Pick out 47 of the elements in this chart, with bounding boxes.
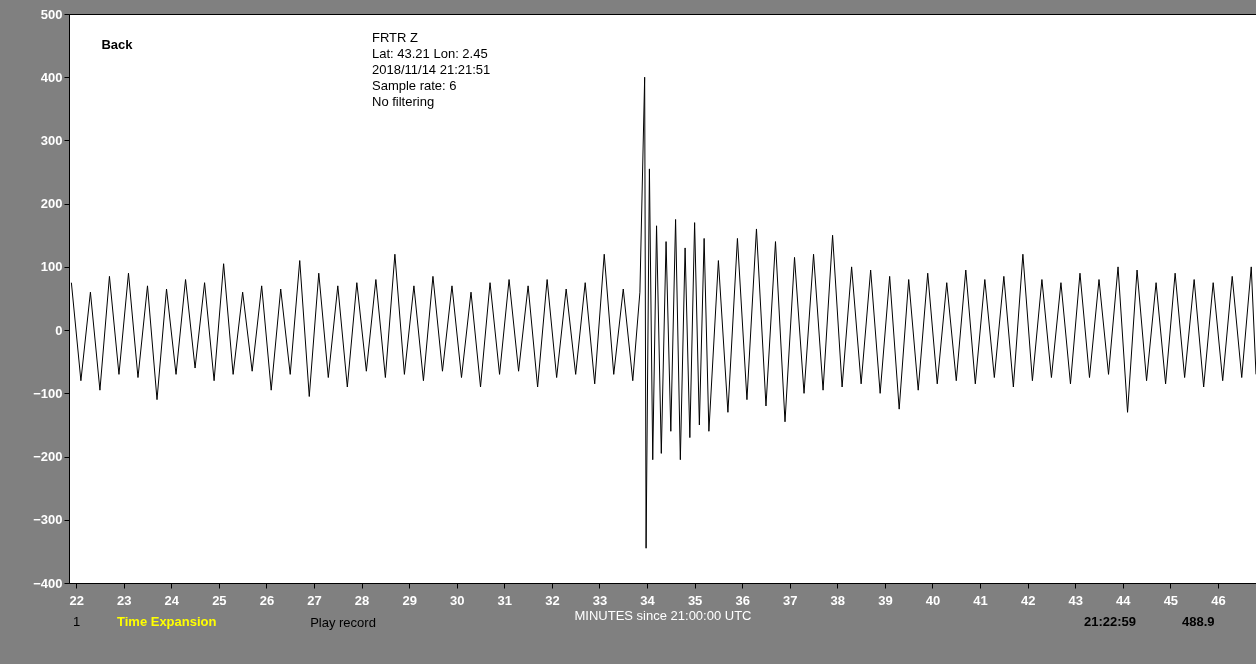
x-tick-label: 24 bbox=[164, 592, 180, 608]
x-tick-label: 45 bbox=[1163, 592, 1179, 608]
x-tick-label: 38 bbox=[830, 592, 846, 608]
x-tick-label: 31 bbox=[497, 592, 513, 608]
y-tick-label: −300 bbox=[33, 512, 63, 528]
x-tick-label: 23 bbox=[116, 592, 132, 608]
y-tick-label: 500 bbox=[40, 6, 63, 22]
x-tick-label: 33 bbox=[592, 592, 608, 608]
x-tick-label: 43 bbox=[1068, 592, 1083, 608]
x-tick-label: 28 bbox=[354, 592, 370, 608]
y-tick-label: 300 bbox=[40, 132, 63, 148]
x-tick-label: 35 bbox=[687, 592, 703, 608]
x-tick-label: 42 bbox=[1020, 592, 1036, 608]
text: 1 bbox=[73, 614, 81, 629]
x-tick-label: 41 bbox=[973, 592, 988, 608]
x-tick-label: 27 bbox=[307, 592, 322, 608]
y-tick-label: −100 bbox=[33, 385, 63, 401]
x-tick-label: 22 bbox=[69, 592, 84, 608]
annotation: No filtering bbox=[372, 94, 435, 109]
y-tick-label: 0 bbox=[55, 322, 63, 338]
x-tick-label: 46 bbox=[1211, 592, 1226, 608]
y-tick-label: −200 bbox=[33, 449, 63, 465]
x-tick-label: 32 bbox=[545, 592, 560, 608]
x-tick-label: 34 bbox=[640, 592, 656, 608]
y-tick-label: 100 bbox=[40, 259, 63, 275]
annotation: 2018/11/14 21:21:51 bbox=[372, 62, 491, 77]
annotation: FRTR Z bbox=[372, 30, 419, 45]
annotation: Back bbox=[101, 37, 134, 52]
annotation: Sample rate: 6 bbox=[372, 78, 457, 93]
x-tick-label: 37 bbox=[783, 592, 798, 608]
x-tick-label: 40 bbox=[925, 592, 941, 608]
annotation: Lat: 43.21 Lon: 2.45 bbox=[372, 46, 488, 61]
text: Time Expansion bbox=[117, 614, 217, 629]
text: Play record bbox=[310, 615, 376, 630]
x-tick-label: 36 bbox=[735, 592, 750, 608]
x-tick-label: 29 bbox=[402, 592, 417, 608]
x-tick-label: 26 bbox=[259, 592, 275, 608]
x-tick-label: 25 bbox=[212, 592, 227, 608]
y-tick-label: 200 bbox=[40, 196, 63, 212]
x-tick-label: 30 bbox=[450, 592, 465, 608]
text: 21:22:59 bbox=[1084, 614, 1137, 629]
text: 488.9 bbox=[1182, 614, 1215, 629]
x-tick-label: 39 bbox=[878, 592, 893, 608]
y-tick-label: −400 bbox=[33, 575, 63, 591]
x-axis-title: MINUTES since 21:00:00 UTC bbox=[574, 607, 752, 623]
x-tick-label: 44 bbox=[1116, 592, 1132, 608]
y-tick-label: 400 bbox=[40, 69, 63, 85]
